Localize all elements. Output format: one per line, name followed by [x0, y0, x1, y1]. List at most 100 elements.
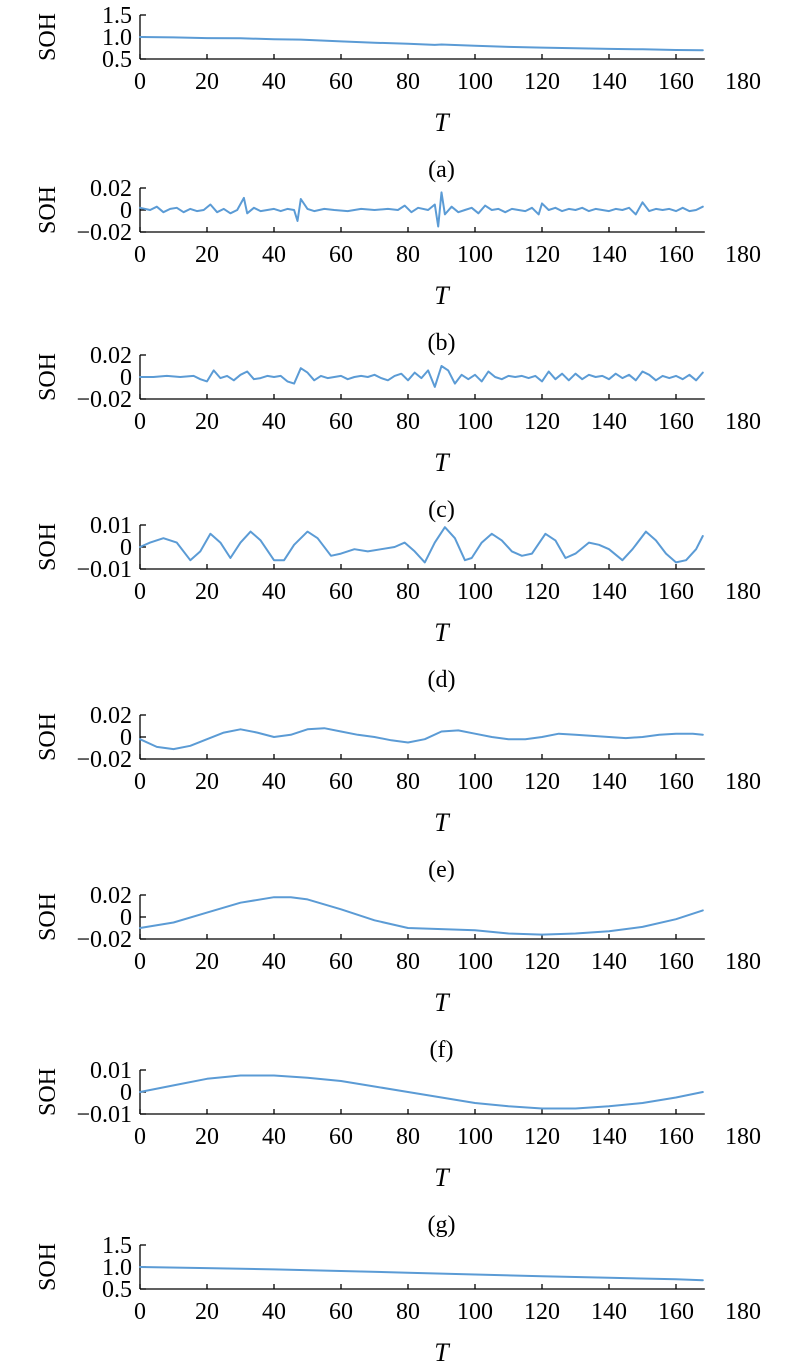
y-tick-label: 0.5 [102, 47, 132, 73]
x-tick-label: 120 [524, 579, 560, 605]
x-tick-label: 40 [262, 769, 286, 795]
panel-a: 0.51.01.5 0 20 40 60 80 100 120 140 160 180 SOH T (a) [35, 3, 761, 183]
panel-caption: (c) [428, 497, 455, 523]
x-tick-label: 180 [725, 579, 761, 605]
x-tick-label: 120 [524, 69, 560, 95]
x-tick-label: 0 [134, 409, 146, 435]
x-tick-label: 100 [457, 949, 493, 975]
x-tick-label: 0 [134, 69, 146, 95]
x-tick-label: 120 [524, 769, 560, 795]
x-tick-label: 120 [524, 1299, 560, 1325]
x-tick-label: 40 [262, 409, 286, 435]
x-tick-label: 160 [658, 769, 694, 795]
x-tick-label: 100 [457, 769, 493, 795]
x-tick-label: 20 [195, 69, 219, 95]
panel-caption: (e) [428, 857, 455, 883]
x-tick-label: 160 [658, 949, 694, 975]
y-tick-label: 0 [120, 725, 132, 751]
x-tick-label: 20 [195, 1124, 219, 1150]
x-tick-label: 120 [524, 1124, 560, 1150]
x-tick-label: 80 [396, 242, 420, 268]
x-tick-label: 60 [329, 69, 353, 95]
y-tick-label: 0.02 [90, 703, 132, 729]
x-tick-label: 80 [396, 1299, 420, 1325]
series-line [139, 36, 704, 52]
x-tick-label: 20 [195, 409, 219, 435]
x-tick-label: 180 [725, 242, 761, 268]
y-tick-label: 0.02 [90, 343, 132, 369]
y-tick-label: 0 [120, 1080, 132, 1106]
y-tick-label: 1.0 [102, 1255, 132, 1281]
x-tick-label: 0 [134, 1299, 146, 1325]
x-tick-label: 0 [134, 949, 146, 975]
x-axis-label: T [434, 108, 450, 137]
x-tick-label: 180 [725, 1299, 761, 1325]
panel-caption: (d) [428, 667, 456, 693]
x-tick-label: 20 [195, 579, 219, 605]
y-tick-label: 0.02 [90, 883, 132, 909]
y-tick-label: 0.5 [102, 1277, 132, 1303]
y-axis-label: SOH [35, 1068, 61, 1116]
y-tick-label: −0.01 [76, 557, 132, 583]
x-tick-label: 180 [725, 1124, 761, 1150]
x-tick-label: 40 [262, 579, 286, 605]
y-axis-label: SOH [35, 713, 61, 761]
x-tick-label: 180 [725, 409, 761, 435]
series-line [139, 1074, 704, 1110]
y-tick-label: −0.02 [76, 927, 132, 953]
x-tick-label: 0 [134, 579, 146, 605]
series-line [139, 1266, 704, 1282]
x-tick-label: 20 [195, 1299, 219, 1325]
x-tick-label: 160 [658, 242, 694, 268]
x-axis-label: T [434, 988, 450, 1017]
x-tick-label: 100 [457, 409, 493, 435]
x-tick-label: 140 [591, 1124, 627, 1150]
x-tick-label: 140 [591, 409, 627, 435]
y-tick-label: 1.5 [102, 3, 132, 29]
x-axis-label: T [434, 808, 450, 837]
series-line [139, 896, 704, 936]
y-tick-label: −0.02 [76, 220, 132, 246]
x-tick-label: 80 [396, 949, 420, 975]
y-axis-label: SOH [35, 893, 61, 941]
y-axis-label: SOH [35, 186, 61, 234]
series-line [139, 526, 704, 564]
x-tick-label: 160 [658, 409, 694, 435]
x-tick-label: 80 [396, 409, 420, 435]
x-tick-label: 180 [725, 769, 761, 795]
x-tick-label: 60 [329, 769, 353, 795]
x-tick-label: 0 [134, 769, 146, 795]
x-tick-label: 40 [262, 242, 286, 268]
y-tick-label: 0.01 [90, 513, 132, 539]
y-axis-label: SOH [35, 1243, 61, 1291]
y-tick-label: 1.0 [102, 25, 132, 51]
x-tick-label: 40 [262, 949, 286, 975]
y-tick-label: −0.02 [76, 387, 132, 413]
x-tick-label: 80 [396, 69, 420, 95]
x-tick-label: 20 [195, 949, 219, 975]
x-tick-label: 100 [457, 1124, 493, 1150]
y-tick-label: 0.01 [90, 1058, 132, 1084]
panel-caption: (b) [428, 330, 456, 356]
panel-caption: (g) [428, 1212, 456, 1238]
x-tick-label: 100 [457, 69, 493, 95]
series-line [139, 727, 704, 751]
x-axis-label: T [434, 448, 450, 477]
x-tick-label: 100 [457, 242, 493, 268]
y-tick-label: 0 [120, 905, 132, 931]
x-tick-label: 0 [134, 1124, 146, 1150]
x-tick-label: 40 [262, 1124, 286, 1150]
x-tick-label: 180 [725, 949, 761, 975]
x-tick-label: 80 [396, 579, 420, 605]
panel-caption: (f) [430, 1037, 454, 1063]
x-tick-label: 120 [524, 242, 560, 268]
y-axis-label: SOH [35, 13, 61, 61]
y-tick-label: 1.5 [102, 1233, 132, 1259]
